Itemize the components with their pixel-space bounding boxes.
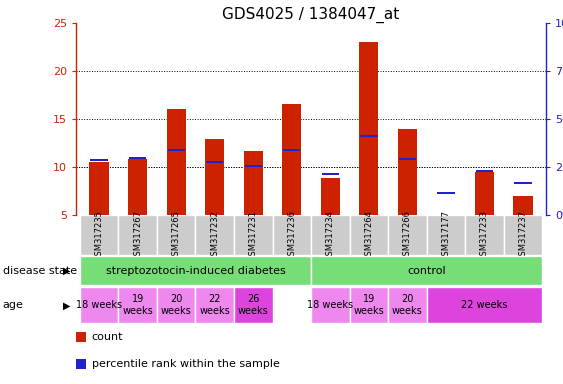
Bar <box>515 182 531 184</box>
Text: GSM317233: GSM317233 <box>480 210 489 261</box>
Bar <box>437 192 454 194</box>
Text: GSM317232: GSM317232 <box>210 210 219 261</box>
Bar <box>80 215 118 255</box>
Bar <box>321 177 340 215</box>
Text: 20
weeks: 20 weeks <box>161 295 191 316</box>
Bar <box>91 159 108 161</box>
Bar <box>157 287 195 323</box>
Text: GSM317235: GSM317235 <box>95 210 104 261</box>
Bar <box>360 135 378 137</box>
Text: percentile rank within the sample: percentile rank within the sample <box>92 359 280 369</box>
Text: GSM317265: GSM317265 <box>172 210 181 261</box>
Text: 19
weeks: 19 weeks <box>122 295 153 316</box>
Bar <box>388 287 427 323</box>
Bar <box>272 215 311 255</box>
Text: GSM317266: GSM317266 <box>403 210 412 261</box>
Bar <box>504 215 542 255</box>
Bar <box>167 109 186 215</box>
Bar <box>234 287 272 323</box>
Bar <box>128 159 148 215</box>
Bar <box>244 151 263 215</box>
Text: 18 weeks: 18 weeks <box>76 300 122 310</box>
Bar <box>118 215 157 255</box>
Bar <box>90 162 109 215</box>
Bar <box>283 149 301 151</box>
Bar <box>513 196 533 215</box>
Text: disease state: disease state <box>3 266 77 276</box>
Text: 22
weeks: 22 weeks <box>199 295 230 316</box>
Text: GSM317264: GSM317264 <box>364 210 373 261</box>
Bar <box>427 287 542 323</box>
Text: GSM317237: GSM317237 <box>519 210 528 261</box>
Bar <box>168 149 185 151</box>
Text: GSM317236: GSM317236 <box>287 210 296 261</box>
Text: count: count <box>92 332 123 342</box>
Bar <box>129 157 146 159</box>
Bar <box>350 215 388 255</box>
Bar <box>465 215 504 255</box>
Bar <box>427 215 465 255</box>
Text: GSM317234: GSM317234 <box>326 210 335 261</box>
Bar <box>359 42 378 215</box>
Bar <box>80 256 311 285</box>
Bar <box>397 129 417 215</box>
Text: 22 weeks: 22 weeks <box>461 300 508 310</box>
Text: 26
weeks: 26 weeks <box>238 295 269 316</box>
Title: GDS4025 / 1384047_at: GDS4025 / 1384047_at <box>222 7 400 23</box>
Bar <box>205 139 225 215</box>
Bar <box>244 165 262 167</box>
Bar <box>157 215 195 255</box>
Bar <box>195 215 234 255</box>
Text: 19
weeks: 19 weeks <box>354 295 384 316</box>
Text: streptozotocin-induced diabetes: streptozotocin-induced diabetes <box>106 266 285 276</box>
Bar <box>476 170 493 172</box>
Bar <box>206 161 224 163</box>
Text: age: age <box>3 300 24 310</box>
Bar <box>321 173 339 175</box>
Bar <box>80 287 118 323</box>
Text: ▶: ▶ <box>62 300 70 310</box>
Bar <box>311 287 350 323</box>
Text: GSM317267: GSM317267 <box>133 210 142 261</box>
Text: 18 weeks: 18 weeks <box>307 300 354 310</box>
Bar <box>118 287 157 323</box>
Text: control: control <box>408 266 446 276</box>
Bar <box>475 172 494 215</box>
Bar <box>388 215 427 255</box>
Bar <box>311 256 542 285</box>
Bar <box>399 158 416 161</box>
Text: ▶: ▶ <box>62 266 70 276</box>
Bar <box>195 287 234 323</box>
Bar <box>350 287 388 323</box>
Text: 20
weeks: 20 weeks <box>392 295 423 316</box>
Text: GSM317177: GSM317177 <box>441 210 450 261</box>
Bar <box>234 215 272 255</box>
Bar <box>282 104 301 215</box>
Text: GSM317231: GSM317231 <box>249 210 258 261</box>
Bar <box>311 215 350 255</box>
